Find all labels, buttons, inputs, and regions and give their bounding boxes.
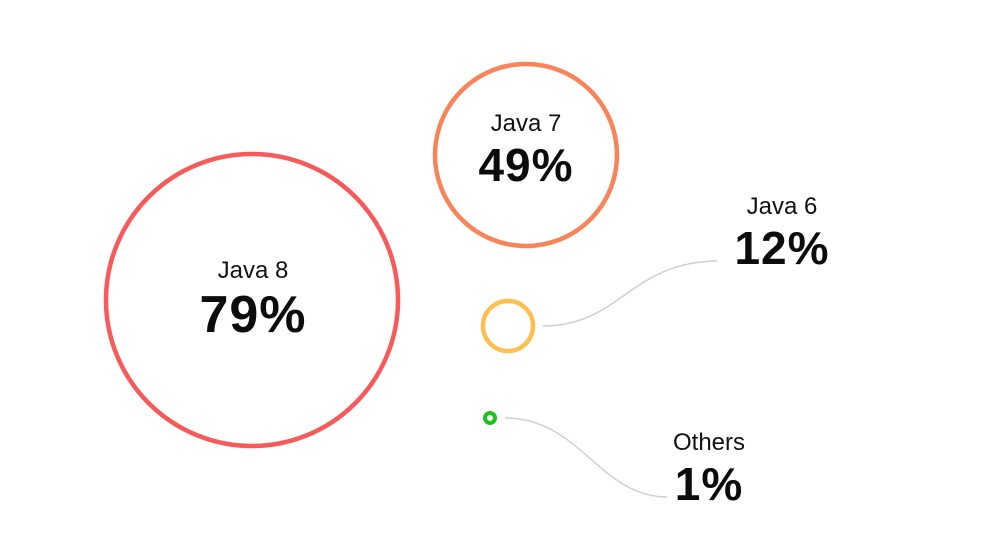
others-name: Others	[672, 429, 746, 456]
java6-leader-line	[542, 260, 718, 327]
others-percent: 1%	[674, 458, 744, 510]
java7-name: Java 7	[490, 110, 562, 137]
others-leader-line	[504, 417, 668, 498]
java8-bubble	[103, 151, 401, 449]
java6-label: Java 6 12%	[734, 193, 829, 275]
java8-name: Java 8	[217, 257, 289, 284]
java6-name: Java 6	[746, 193, 818, 220]
java7-bubble	[432, 61, 620, 249]
java8-percent: 79%	[199, 286, 307, 344]
java8-label: Java 8 79%	[199, 257, 306, 345]
others-label: Others 1%	[673, 429, 745, 511]
java6-percent: 12%	[734, 222, 830, 274]
others-bubble	[483, 411, 497, 425]
java6-bubble	[480, 298, 536, 354]
java7-label: Java 7 49%	[478, 110, 573, 192]
java7-percent: 49%	[478, 139, 574, 191]
